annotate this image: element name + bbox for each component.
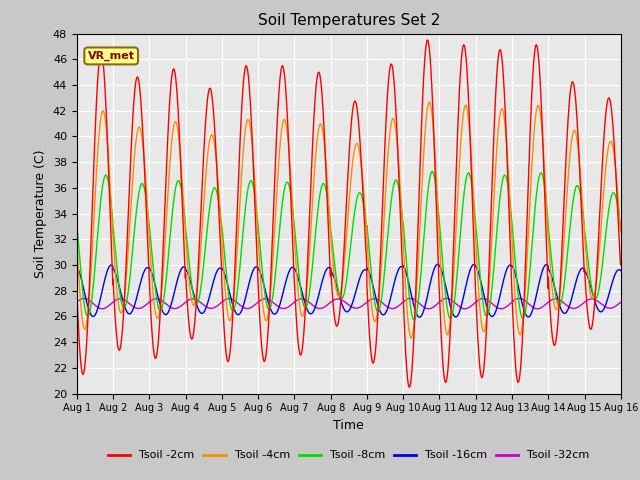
- Text: VR_met: VR_met: [88, 51, 134, 61]
- Title: Soil Temperatures Set 2: Soil Temperatures Set 2: [258, 13, 440, 28]
- Y-axis label: Soil Temperature (C): Soil Temperature (C): [35, 149, 47, 278]
- X-axis label: Time: Time: [333, 419, 364, 432]
- Legend: Tsoil -2cm, Tsoil -4cm, Tsoil -8cm, Tsoil -16cm, Tsoil -32cm: Tsoil -2cm, Tsoil -4cm, Tsoil -8cm, Tsoi…: [104, 446, 594, 465]
